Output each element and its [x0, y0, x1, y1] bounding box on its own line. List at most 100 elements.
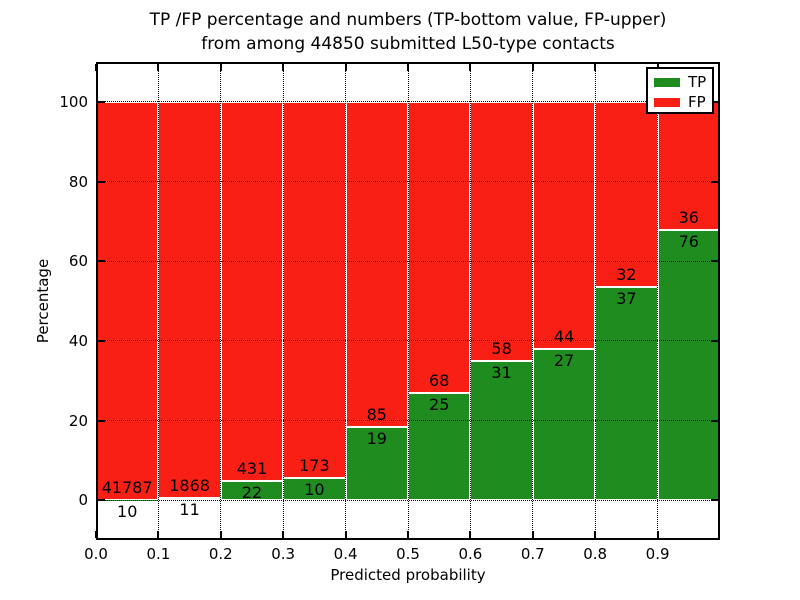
x-tick-mark-top — [344, 64, 347, 71]
gridline-vertical — [532, 62, 534, 540]
bar-label-tp: 10 — [304, 480, 325, 500]
bar-label-tp: 31 — [491, 363, 512, 383]
bar-label-fp: 58 — [491, 339, 512, 359]
x-axis-label: Predicted probability — [330, 566, 486, 584]
gridline-horizontal — [96, 101, 720, 103]
legend-label-fp: FP — [688, 93, 706, 111]
gridline-horizontal — [96, 499, 720, 501]
x-tick-mark-top — [469, 64, 472, 71]
x-tick-label: 0.3 — [271, 545, 296, 563]
gridline-horizontal — [96, 260, 720, 262]
bar-segment-fp — [470, 101, 533, 362]
bar-segment-fp — [532, 101, 596, 349]
bar-segment-fp — [345, 101, 408, 428]
y-tick-mark — [98, 339, 105, 342]
bar-segment-tp — [408, 393, 471, 501]
x-tick-label: 0.2 — [208, 545, 233, 563]
gridline-vertical — [407, 62, 409, 540]
legend-entry-fp: FP — [654, 93, 706, 111]
gridline-vertical — [657, 62, 659, 540]
legend-entry-tp: TP — [654, 73, 706, 91]
tp-color-swatch — [654, 77, 680, 87]
bar-label-tp: 22 — [241, 482, 263, 502]
x-tick-mark-top — [95, 64, 97, 71]
bar-label-tp: 19 — [366, 429, 387, 449]
y-tick-label: 60 — [68, 252, 88, 271]
bar-segment-tp — [345, 427, 408, 501]
x-tick-mark — [594, 531, 597, 538]
y-tick-mark — [98, 499, 105, 502]
y-tick-mark — [98, 180, 105, 183]
y-axis-label: Percentage — [34, 258, 52, 344]
x-tick-mark — [469, 531, 472, 538]
x-tick-label: 0.1 — [146, 545, 171, 563]
x-tick-mark-top — [407, 64, 409, 71]
bar-segment-fp — [220, 101, 284, 481]
y-tick-mark — [98, 100, 105, 103]
y-tick-label: 100 — [59, 92, 88, 111]
x-tick-label: 0.4 — [333, 545, 358, 563]
bar-segment-tp — [657, 229, 720, 501]
bar-label-fp: 44 — [553, 326, 575, 346]
bar-segment-tp — [283, 478, 346, 501]
x-tick-label: 0.7 — [520, 545, 545, 563]
gridline-vertical — [157, 62, 159, 540]
bar-segment-tp — [595, 286, 658, 501]
bar-segment-fp — [408, 101, 471, 394]
bar-label-fp: 1868 — [169, 475, 210, 495]
x-tick-mark — [157, 531, 160, 538]
bar-segment-tp — [470, 361, 533, 501]
bar-label-tp: 11 — [179, 499, 200, 519]
bar-label-fp: 41787 — [101, 478, 153, 498]
bar-label-fp: 32 — [616, 264, 637, 284]
bar-segment-fp — [595, 101, 658, 287]
x-tick-mark — [344, 531, 347, 538]
gridline-vertical — [220, 62, 222, 540]
y-tick-mark — [98, 260, 105, 263]
gridline-vertical — [345, 62, 347, 540]
legend: TP FP — [646, 67, 714, 114]
y-tick-mark-right — [711, 180, 718, 183]
y-tick-label: 80 — [68, 172, 88, 191]
gridline-vertical — [282, 62, 284, 540]
gridline-horizontal — [96, 420, 720, 421]
y-tick-mark — [98, 419, 105, 422]
x-tick-mark-top — [531, 64, 534, 71]
x-tick-mark-top — [282, 64, 285, 71]
gridline-vertical — [594, 62, 596, 540]
plot-area: 41787 10 1868 11 431 22 173 10 85 19 68 25 58 31 44 27 3… — [95, 62, 720, 540]
bar-label-fp: 36 — [678, 207, 699, 227]
x-tick-label: 0.0 — [84, 545, 108, 563]
y-tick-label: 20 — [68, 411, 88, 430]
x-tick-mark-top — [157, 64, 160, 71]
x-tick-mark — [407, 531, 409, 538]
legend-label-tp: TP — [688, 73, 707, 91]
y-tick-label: 40 — [68, 331, 88, 350]
bar-label-fp: 431 — [236, 458, 268, 478]
x-tick-mark-top — [219, 64, 222, 71]
bar-label-fp: 68 — [429, 371, 450, 391]
x-tick-mark — [656, 531, 659, 538]
bar-segment-fp — [96, 101, 159, 501]
x-tick-mark-top — [594, 64, 597, 71]
y-tick-mark-right — [711, 100, 718, 103]
y-tick-mark-right — [711, 499, 718, 502]
x-tick-label: 0.8 — [583, 545, 608, 563]
x-tick-label: 0.5 — [396, 545, 420, 563]
bar-label-tp: 76 — [678, 231, 699, 251]
y-tick-mark-right — [711, 419, 718, 422]
x-tick-label: 0.9 — [645, 545, 670, 563]
bar-segment-tp — [158, 497, 221, 501]
bar-segment-fp — [283, 101, 346, 479]
chart-title: TP /FP percentage and numbers (TP-bottom… — [96, 8, 720, 56]
x-tick-mark — [219, 531, 222, 538]
bar-label-tp: 37 — [616, 288, 637, 308]
chart-title-line1: TP /FP percentage and numbers (TP-bottom… — [149, 10, 667, 30]
fp-color-swatch — [654, 97, 680, 107]
bar-segment-fp — [158, 101, 221, 498]
bar-segment-tp — [220, 480, 284, 501]
gridline-horizontal — [96, 181, 720, 182]
gridline-horizontal — [96, 340, 720, 342]
bar-label-tp: 10 — [117, 502, 138, 522]
y-tick-mark-right — [711, 260, 718, 263]
